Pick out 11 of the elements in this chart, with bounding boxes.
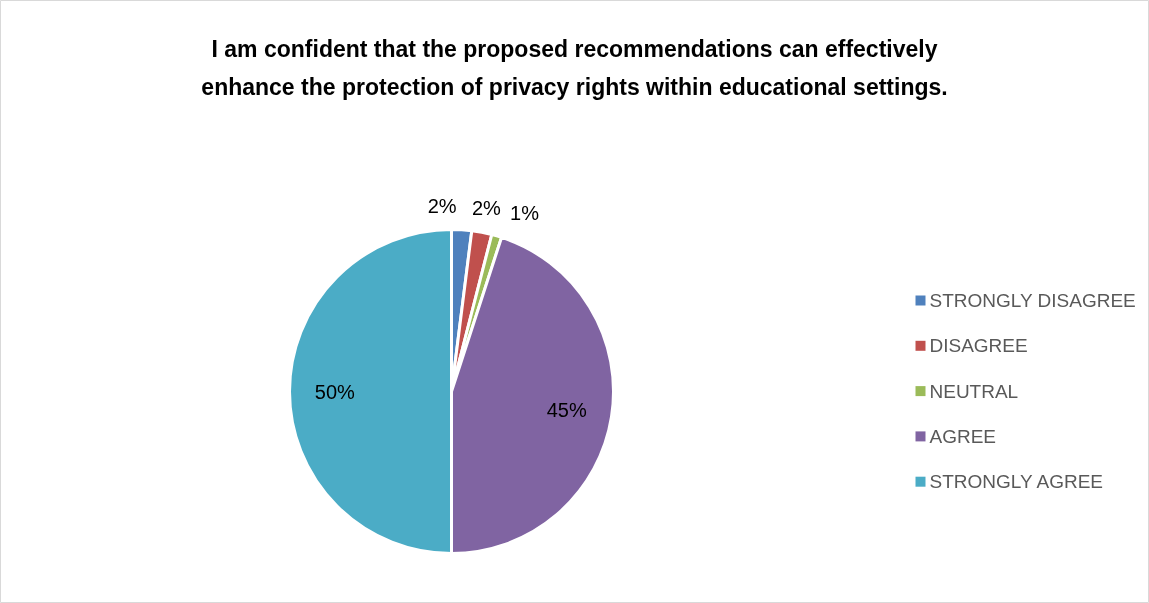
legend-label: STRONGLY DISAGREE: [929, 290, 1136, 311]
data-label: 2%: [427, 194, 457, 217]
chart-title: I am confident that the proposed recommendations can effectively enhance the protection of privacy rights within educational settings.: [201, 35, 948, 100]
legend-label: AGREE: [929, 425, 997, 447]
legend-label: DISAGREE: [929, 335, 1028, 357]
data-label: 2%: [471, 197, 502, 220]
legend-label: STRONGLY AGREE: [929, 471, 1104, 493]
data-label: 1%: [510, 201, 540, 224]
legend-label: NEUTRAL: [929, 380, 1019, 402]
data-label: 50%: [314, 380, 356, 403]
data-label: 45%: [546, 398, 587, 421]
